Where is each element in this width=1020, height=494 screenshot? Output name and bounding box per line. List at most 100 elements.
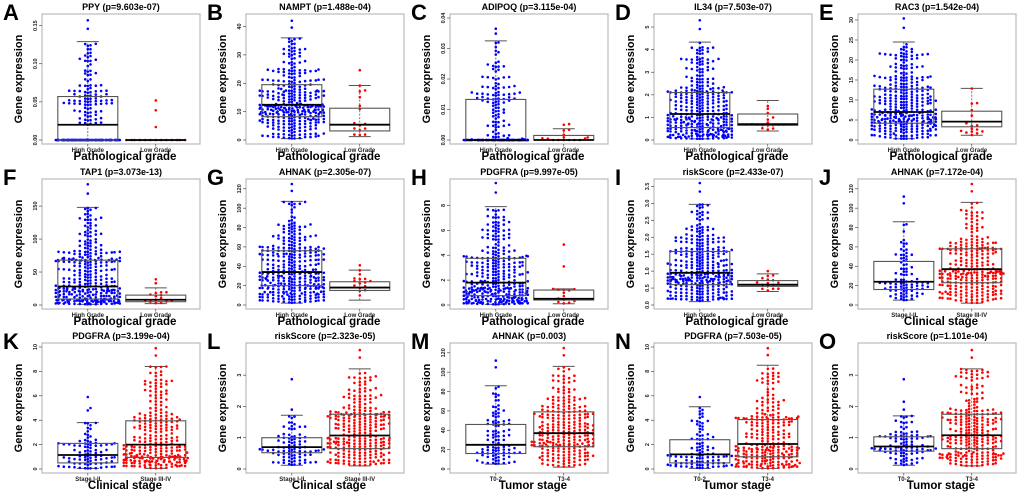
data-point — [86, 243, 90, 247]
data-point — [681, 277, 685, 280]
x-axis-label: Pathological grade — [74, 316, 177, 328]
data-point — [282, 455, 286, 459]
data-point — [83, 230, 87, 233]
data-point — [309, 125, 312, 128]
plot-frame — [245, 13, 405, 145]
data-point — [586, 426, 589, 430]
data-point — [337, 443, 340, 447]
data-point — [67, 89, 71, 92]
data-point — [573, 399, 576, 402]
data-point — [583, 416, 587, 420]
data-point — [685, 455, 688, 459]
data-point — [106, 286, 109, 290]
data-point — [701, 127, 704, 131]
data-point — [695, 292, 699, 295]
data-point — [86, 59, 90, 63]
data-point — [706, 257, 710, 260]
data-point — [578, 419, 582, 423]
data-point — [706, 445, 710, 449]
data-point — [135, 454, 139, 457]
data-point — [949, 296, 952, 300]
data-point — [468, 290, 472, 293]
data-point — [695, 446, 699, 449]
data-point — [944, 290, 947, 293]
data-point — [86, 246, 90, 250]
data-point — [287, 263, 291, 266]
data-point — [899, 137, 903, 140]
data-point — [303, 292, 307, 296]
data-point — [379, 444, 383, 448]
data-point — [290, 76, 294, 79]
data-point — [700, 279, 703, 282]
y-tick-label: 100 — [33, 234, 39, 243]
data-point — [150, 460, 154, 463]
boxplot-b: B NAMPT (p=1.488e-04)Gene expressionPatho… — [207, 0, 405, 163]
data-point — [358, 406, 362, 409]
data-point — [706, 463, 710, 467]
data-point — [86, 452, 90, 455]
data-point — [685, 281, 688, 284]
data-point — [717, 104, 720, 108]
data-point — [999, 291, 1003, 295]
data-point — [89, 54, 92, 58]
data-point — [562, 294, 566, 297]
data-point — [959, 248, 963, 252]
data-point — [706, 460, 710, 463]
data-point — [491, 120, 495, 124]
data-point — [695, 117, 699, 120]
data-point — [926, 52, 930, 56]
data-point — [165, 434, 168, 437]
data-point — [165, 414, 168, 418]
data-point — [514, 288, 517, 291]
data-point — [507, 228, 511, 231]
data-point — [94, 110, 98, 113]
data-point — [583, 434, 587, 437]
data-point — [159, 466, 163, 470]
data-point — [915, 133, 919, 137]
data-point — [905, 94, 908, 98]
data-point — [787, 453, 791, 457]
data-point — [347, 404, 351, 407]
data-point — [711, 465, 715, 469]
data-point — [353, 133, 356, 136]
data-point — [317, 262, 320, 265]
data-point — [701, 84, 704, 87]
data-point — [573, 396, 576, 399]
plot-frame — [245, 342, 405, 474]
data-point — [711, 99, 715, 102]
data-point — [541, 438, 544, 442]
data-point — [679, 135, 682, 139]
data-point — [287, 449, 291, 453]
data-point — [298, 242, 302, 246]
data-point — [902, 267, 906, 270]
data-point — [701, 444, 704, 448]
plot-frame — [653, 13, 813, 145]
data-point — [78, 295, 82, 299]
data-point — [695, 97, 699, 101]
data-point — [494, 231, 498, 235]
data-point — [502, 248, 506, 252]
data-point — [347, 407, 351, 410]
data-point — [902, 123, 906, 126]
data-point — [358, 281, 362, 285]
data-point — [322, 295, 326, 298]
data-point — [685, 92, 688, 96]
data-point — [491, 414, 495, 418]
data-point — [165, 417, 168, 421]
data-point — [94, 249, 98, 253]
data-point — [666, 271, 670, 275]
y-tick-label: 0.05 — [33, 97, 39, 108]
data-point — [999, 283, 1003, 286]
data-point — [981, 272, 984, 276]
data-point — [894, 94, 898, 97]
data-point — [110, 250, 114, 254]
x-tick-label: High Grade — [72, 313, 105, 319]
data-point — [698, 276, 702, 280]
data-point — [981, 278, 984, 281]
data-point — [921, 114, 924, 117]
data-point — [546, 436, 550, 440]
data-point — [521, 272, 524, 275]
data-point — [717, 248, 720, 251]
x-tick-label: Low Grade — [344, 313, 376, 319]
data-point — [905, 137, 908, 140]
